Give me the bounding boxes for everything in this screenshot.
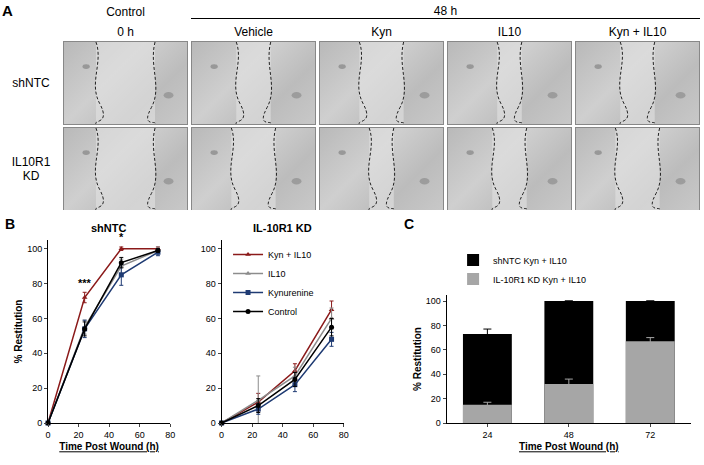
svg-text:40: 40 [431,369,441,379]
svg-text:100: 100 [27,244,42,254]
html-text:shNTC: shNTC [12,76,50,90]
svg-text:% Restitution: % Restitution [412,327,423,391]
svg-text:80: 80 [165,430,175,440]
html-text:IL10: IL10 [497,25,522,39]
svg-text:24: 24 [482,430,492,440]
svg-text:72: 72 [645,430,655,440]
svg-text:20: 20 [206,383,216,393]
svg-text:Time Post Wound (h): Time Post Wound (h) [519,441,619,452]
svg-text:0: 0 [436,418,441,428]
svg-text:IL10: IL10 [268,269,286,279]
svg-text:shNTC Kyn + IL10: shNTC Kyn + IL10 [493,256,567,266]
svg-text:Time Post Wound (h): Time Post Wound (h) [59,441,159,452]
svg-text:80: 80 [32,279,42,289]
svg-text:100: 100 [426,296,441,306]
svg-text:60: 60 [431,345,441,355]
svg-text:80: 80 [339,430,349,440]
svg-text:0: 0 [45,430,50,440]
svg-text:80: 80 [206,279,216,289]
svg-text:***: *** [78,277,92,289]
svg-text:40: 40 [206,348,216,358]
svg-text:Kynurenine: Kynurenine [268,288,314,298]
svg-text:100: 100 [201,244,216,254]
svg-text:40: 40 [278,430,288,440]
svg-text:60: 60 [32,314,42,324]
svg-text:IL-10R1 KD Kyn + IL10: IL-10R1 KD Kyn + IL10 [493,275,586,285]
svg-text:20: 20 [74,430,84,440]
svg-text:20: 20 [431,394,441,404]
svg-text:60: 60 [308,430,318,440]
svg-text:80: 80 [431,321,441,331]
svg-text:Control: Control [268,307,297,317]
svg-text:C: C [404,216,414,232]
svg-text:0: 0 [219,430,224,440]
svg-text:Kyn + IL10: Kyn + IL10 [268,250,311,260]
svg-text:0: 0 [37,418,42,428]
svg-text:40: 40 [104,430,114,440]
html-text:48 h: 48 h [433,4,458,18]
svg-text:20: 20 [247,430,257,440]
svg-text:48: 48 [564,430,574,440]
svg-text:B: B [5,216,15,232]
svg-text:*: * [119,231,124,243]
svg-text:60: 60 [206,314,216,324]
svg-text:60: 60 [135,430,145,440]
svg-text:% Restitution: % Restitution [13,300,24,364]
html-text:A: A [2,2,13,19]
html-text:Kyn: Kyn [371,25,392,39]
svg-text:20: 20 [32,383,42,393]
svg-text:shNTC: shNTC [91,222,127,234]
html-text:Control: Control [106,5,145,19]
html-text:Kyn + IL10: Kyn + IL10 [608,25,667,39]
svg-text:IL-10R1 KD: IL-10R1 KD [253,222,312,234]
svg-text:0: 0 [211,418,216,428]
html-text:0 h: 0 h [117,25,134,39]
html-text:Vehicle: Vehicle [234,25,273,39]
svg-text:40: 40 [32,348,42,358]
html-text:IL10R1 KD: IL10R1 KD [11,155,51,183]
